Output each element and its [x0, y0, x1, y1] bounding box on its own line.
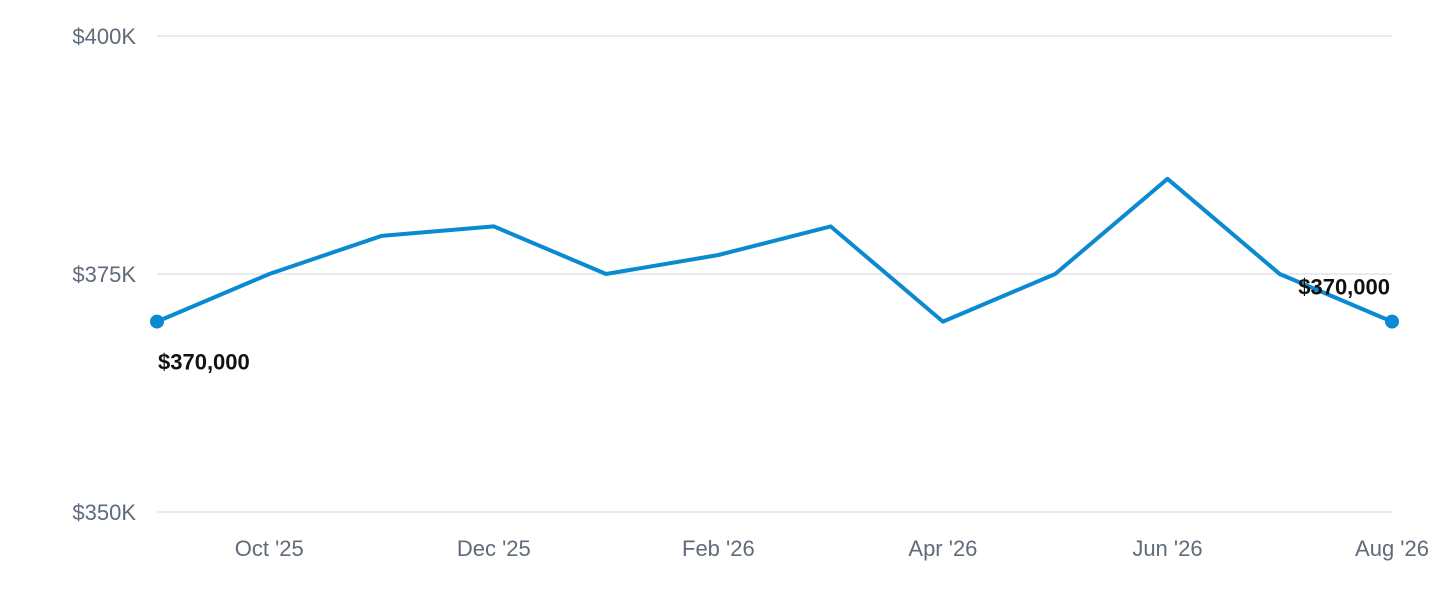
- x-tick-label: Jun '26: [1132, 536, 1202, 561]
- x-tick-label: Apr '26: [908, 536, 977, 561]
- data-point: [1385, 314, 1399, 329]
- y-axis-ticks: $400K $375K $350K: [72, 24, 136, 525]
- x-tick-label: Dec '25: [457, 536, 531, 561]
- series-layer: [150, 176, 1399, 329]
- x-axis-ticks: Oct '25 Dec '25 Feb '26 Apr '26 Jun '26 Aug '…: [235, 536, 1429, 561]
- y-tick-label: $400K: [72, 24, 136, 49]
- series-line: [155, 176, 1394, 324]
- x-tick-label: Aug '26: [1355, 536, 1429, 561]
- y-tick-label: $375K: [72, 262, 136, 287]
- y-tick-label: $350K: [72, 500, 136, 525]
- x-tick-label: Feb '26: [682, 536, 755, 561]
- data-labels: $370,000 $370,000: [158, 275, 1390, 375]
- grid-lines: [157, 35, 1392, 513]
- data-point: [150, 314, 164, 329]
- x-tick-label: Oct '25: [235, 536, 304, 561]
- data-label: $370,000: [1298, 275, 1390, 300]
- data-label: $370,000: [158, 350, 250, 375]
